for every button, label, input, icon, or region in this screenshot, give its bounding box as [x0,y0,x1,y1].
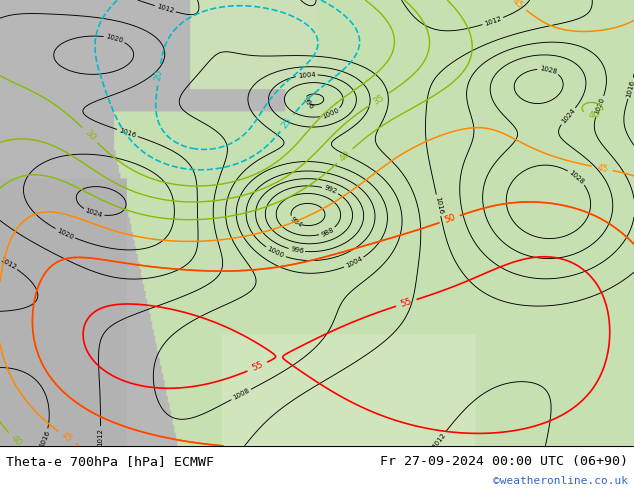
Text: 1028: 1028 [539,65,557,75]
Text: 988: 988 [320,226,335,238]
Text: 40: 40 [9,434,23,448]
Text: 30: 30 [82,128,97,143]
Text: 1024: 1024 [84,208,103,219]
Text: 1012: 1012 [156,3,175,14]
Text: 996: 996 [290,246,304,255]
Text: 1000: 1000 [321,107,340,120]
Text: 55: 55 [250,360,264,373]
Text: 1016: 1016 [38,429,51,448]
Text: ©weatheronline.co.uk: ©weatheronline.co.uk [493,476,628,487]
Text: 20: 20 [154,69,164,81]
Text: 45: 45 [60,431,74,444]
Text: 1012: 1012 [484,16,502,27]
Text: 1012: 1012 [0,257,17,271]
Text: 1020: 1020 [594,97,606,116]
Text: 35: 35 [372,93,386,106]
Text: 1028: 1028 [568,169,586,185]
Text: 1016: 1016 [434,196,443,215]
Text: Fr 27-09-2024 00:00 UTC (06+90): Fr 27-09-2024 00:00 UTC (06+90) [380,455,628,468]
Text: 996: 996 [302,96,314,111]
Text: 1012: 1012 [431,431,447,449]
Text: 1016: 1016 [118,127,137,139]
Text: 45: 45 [596,163,609,174]
Text: 1004: 1004 [297,72,316,79]
Text: 1012: 1012 [98,428,103,446]
Text: 1024: 1024 [560,107,576,125]
Text: 984: 984 [289,216,304,229]
Text: 50: 50 [443,213,456,225]
Text: 40: 40 [337,149,352,163]
Text: 45: 45 [510,0,525,10]
Text: 1016: 1016 [626,79,634,98]
Text: 1004: 1004 [345,256,363,270]
Text: 40: 40 [588,110,600,120]
Text: 1000: 1000 [266,246,285,259]
Text: 25: 25 [280,116,294,130]
Text: 1020: 1020 [105,33,124,44]
Text: Theta-e 700hPa [hPa] ECMWF: Theta-e 700hPa [hPa] ECMWF [6,455,214,468]
Text: 50: 50 [443,213,456,225]
Text: 1020: 1020 [56,227,75,240]
Text: 992: 992 [323,185,338,195]
Text: 1008: 1008 [232,388,250,401]
Text: 55: 55 [399,297,413,309]
